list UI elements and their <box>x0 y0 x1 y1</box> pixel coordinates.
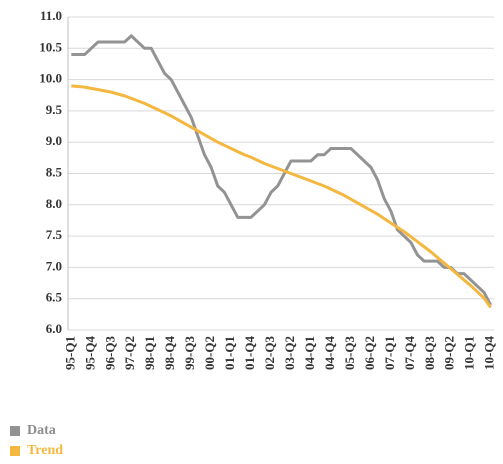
x-tick-label: 04-Q4 <box>322 336 337 370</box>
x-tick-label: 97-Q2 <box>122 336 137 370</box>
y-tick-label: 6.0 <box>46 321 62 336</box>
legend-label: Trend <box>27 443 63 458</box>
legend-swatch <box>10 426 20 436</box>
x-tick-label: 07-Q4 <box>402 336 417 370</box>
y-tick-label: 7.0 <box>46 258 62 273</box>
y-tick-label: 10.0 <box>39 71 62 86</box>
x-tick-label: 98-Q1 <box>142 336 157 370</box>
series-line <box>71 84 492 309</box>
x-tick-label: 10-Q1 <box>462 336 477 370</box>
x-tick-label: 02-Q3 <box>262 336 277 370</box>
y-tick-label: 6.5 <box>46 290 63 305</box>
series-line <box>71 34 492 306</box>
x-tick-label: 95-Q1 <box>62 336 77 370</box>
x-tick-label: 00-Q2 <box>202 336 217 370</box>
x-tick-label: 95-Q4 <box>82 336 97 370</box>
y-tick-label: 9.0 <box>46 133 62 148</box>
x-tick-label: 07-Q1 <box>382 336 397 370</box>
y-tick-label: 8.0 <box>46 196 62 211</box>
x-tick-label: 98-Q4 <box>162 336 177 370</box>
x-tick-label: 01-Q1 <box>222 336 237 370</box>
y-tick-label: 7.5 <box>46 227 63 242</box>
x-tick-label: 06-Q2 <box>362 336 377 370</box>
x-tick-label: 99-Q3 <box>182 336 197 370</box>
x-tick-label: 05-Q3 <box>342 336 357 370</box>
y-tick-label: 8.5 <box>46 164 63 179</box>
x-tick-label: 10-Q4 <box>482 336 497 370</box>
y-tick-label: 9.5 <box>46 102 63 117</box>
x-tick-label: 96-Q3 <box>102 336 117 370</box>
x-tick-label: 04-Q1 <box>302 336 317 370</box>
x-tick-label: 01-Q4 <box>242 336 257 370</box>
y-tick-label: 11.0 <box>40 8 62 23</box>
x-tick-label: 08-Q3 <box>422 336 437 370</box>
y-tick-label: 10.5 <box>39 39 62 54</box>
legend-label: Data <box>27 423 56 438</box>
x-tick-label: 09-Q2 <box>442 336 457 370</box>
legend-swatch <box>10 446 20 456</box>
x-tick-label: 03-Q2 <box>282 336 297 370</box>
